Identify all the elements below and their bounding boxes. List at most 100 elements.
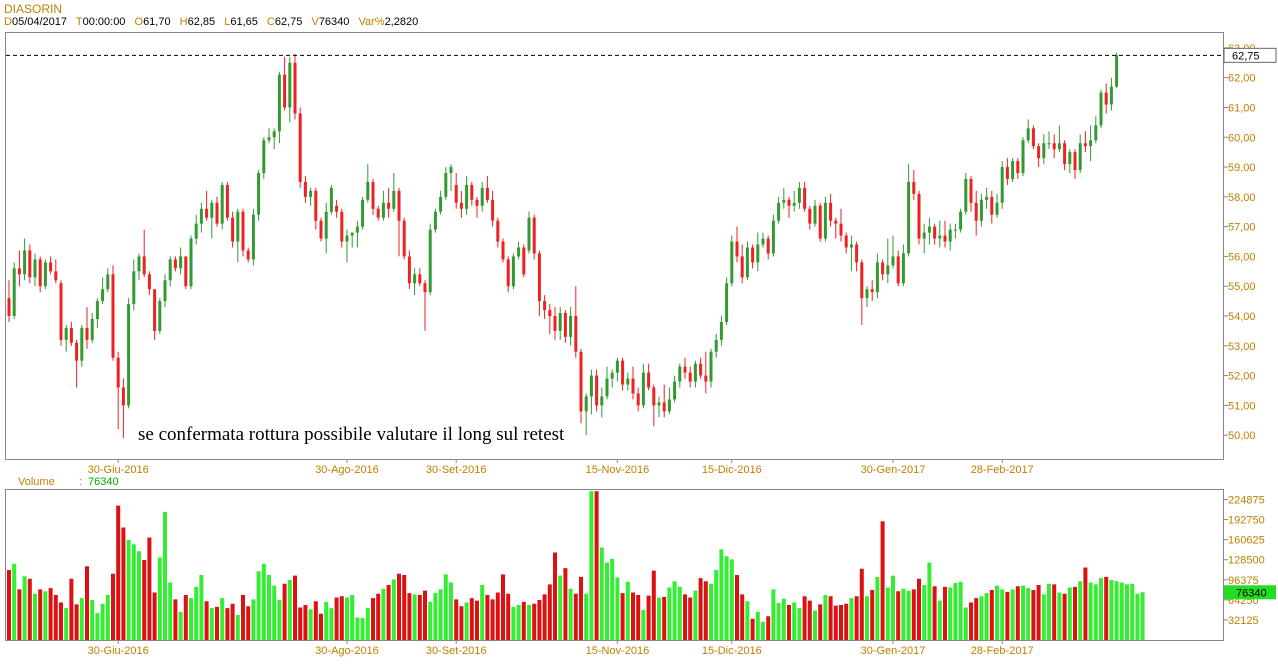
candle-body: [610, 372, 614, 379]
volume-bar: [594, 491, 599, 640]
candle-body: [761, 238, 765, 245]
volume-bar: [313, 601, 318, 640]
x-tick-label: 30-Giu-2016: [88, 464, 149, 476]
candle-body: [1063, 143, 1067, 165]
candle-body: [615, 360, 619, 373]
ohlc-readout: D05/04/2017 T00:00:00 O61,70 H62,85 L61,…: [4, 16, 424, 28]
candle-body: [475, 199, 479, 206]
volume-bar: [579, 576, 583, 640]
volume-bar: [948, 587, 953, 640]
candle-body: [1021, 140, 1025, 174]
candle-body: [537, 253, 541, 302]
volume-bar: [152, 592, 157, 640]
candle-body: [870, 289, 874, 293]
volume-bar: [714, 570, 719, 640]
candle-body: [1104, 92, 1108, 105]
volume-bar: [1067, 587, 1072, 640]
volume-bar: [7, 570, 11, 640]
candle-body: [1089, 140, 1093, 147]
candle-body: [459, 202, 463, 209]
volume-bar: [625, 581, 630, 640]
volume-bar: [1000, 589, 1005, 640]
candle-body: [740, 256, 744, 278]
candle-body: [917, 193, 921, 239]
x-tick-label: 28-Feb-2017: [971, 464, 1034, 476]
candle-body: [262, 140, 266, 174]
volume-bar: [761, 621, 765, 640]
candle-body: [1109, 86, 1113, 105]
x-tick-label: 30-Ago-2016: [315, 645, 379, 657]
volume-bar: [12, 563, 17, 640]
candle-body: [163, 280, 167, 302]
candle-body: [215, 202, 219, 224]
candle-body: [1037, 146, 1041, 159]
candle-body: [579, 351, 583, 412]
candle-body: [205, 208, 209, 218]
candle-body: [49, 262, 53, 272]
volume-bar: [464, 602, 469, 640]
x-tick-label: 15-Nov-2016: [586, 645, 650, 657]
candle-body: [574, 316, 578, 352]
volume-bar: [703, 581, 708, 640]
candle-body: [558, 313, 562, 331]
volume-bar: [1078, 581, 1083, 640]
candle-body: [875, 262, 879, 293]
candle-body: [995, 202, 999, 215]
var-key: Var%: [358, 16, 385, 28]
candle-body: [345, 235, 349, 242]
volume-bar: [345, 597, 349, 640]
price-tick-label: 56,00: [1228, 251, 1256, 263]
volume-bar: [350, 595, 355, 640]
x-tick-label: 28-Feb-2017: [971, 645, 1034, 657]
x-tick-label: 15-Nov-2016: [586, 464, 650, 476]
volume-bar: [475, 600, 479, 640]
candle-body: [454, 184, 458, 203]
volume-bar: [412, 594, 417, 640]
volume-bar: [1031, 590, 1036, 640]
open-value: 61,70: [143, 16, 171, 28]
candle-body: [797, 187, 801, 203]
volume-bar: [1114, 581, 1119, 640]
volume-bar: [1119, 582, 1124, 640]
volume-bar: [85, 566, 89, 640]
candle-body: [953, 229, 957, 231]
candle-body: [28, 250, 32, 278]
volume-bar: [251, 599, 256, 640]
candle-body: [267, 137, 271, 141]
volume-label-text: Volume: [18, 476, 55, 488]
candle-body: [834, 220, 838, 224]
candle-body: [236, 211, 240, 242]
volume-bar: [558, 575, 563, 640]
volume-bar: [360, 618, 365, 640]
volume-bar: [610, 558, 615, 640]
volume-bar: [267, 575, 271, 640]
candle-body: [907, 181, 911, 254]
volume-bar: [823, 595, 828, 640]
volume-bar: [459, 606, 464, 640]
volume-bar: [319, 613, 323, 640]
volume-bar: [43, 591, 48, 640]
candle-body: [465, 184, 469, 209]
volume-bar: [490, 599, 495, 640]
candle-body: [231, 217, 235, 242]
candle-body: [1057, 143, 1061, 150]
date-value: 05/04/2017: [11, 16, 68, 28]
volume-bar: [1062, 593, 1067, 640]
candle-body: [938, 235, 942, 239]
price-tick-label: 52,00: [1228, 371, 1256, 383]
volume-bar: [797, 608, 802, 640]
volume-bar: [740, 594, 745, 640]
volume-bar: [896, 591, 901, 640]
volume-bar: [241, 595, 245, 640]
candle-body: [387, 202, 391, 209]
volume-bar: [709, 583, 713, 640]
volume-bar: [1099, 578, 1103, 640]
candle-body: [480, 187, 484, 206]
volume-bar: [298, 607, 303, 640]
volume-bar: [168, 582, 173, 640]
volume-panel: [5, 489, 1224, 641]
candle-body: [662, 402, 666, 412]
candle-body: [745, 247, 749, 278]
candle-body: [470, 184, 474, 200]
candle-body: [85, 327, 89, 340]
